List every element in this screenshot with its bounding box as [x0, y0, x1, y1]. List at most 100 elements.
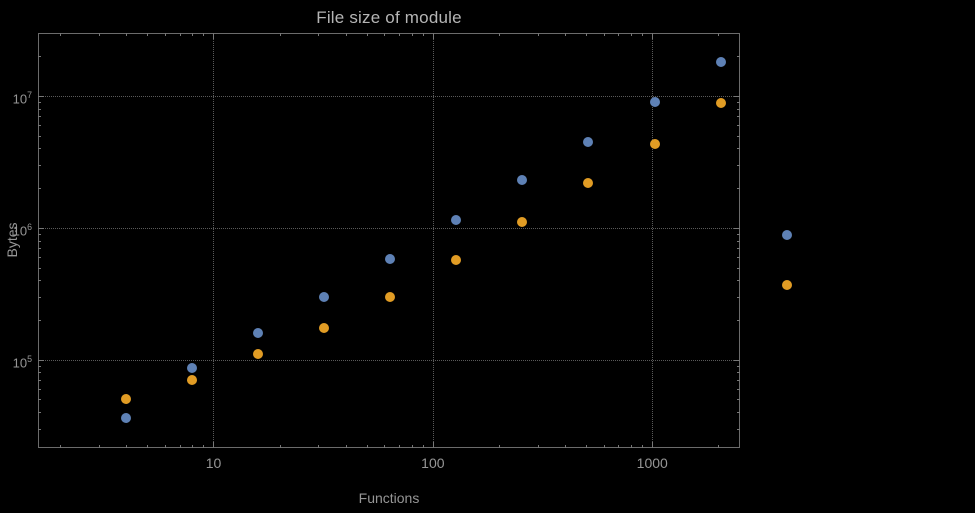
- axis-tick: [98, 445, 100, 448]
- axis-tick: [38, 135, 41, 137]
- axis-tick: [38, 372, 41, 374]
- axis-tick: [38, 280, 41, 282]
- axis-tick: [38, 412, 41, 414]
- data-point: [187, 362, 198, 373]
- gridline-vertical: [652, 33, 654, 448]
- axis-tick: [38, 227, 44, 229]
- axis-tick: [642, 33, 644, 36]
- axis-tick: [164, 33, 166, 36]
- axis-tick: [734, 95, 740, 97]
- axis-tick: [38, 257, 41, 259]
- axis-tick: [345, 445, 347, 448]
- axis-tick: [737, 412, 740, 414]
- axis-tick: [537, 445, 539, 448]
- axis-tick: [737, 257, 740, 259]
- axis-tick: [38, 267, 41, 269]
- axis-tick: [737, 280, 740, 282]
- axis-tick: [398, 445, 400, 448]
- axis-tick: [192, 445, 194, 448]
- axis-tick: [38, 56, 41, 58]
- axis-tick: [38, 296, 41, 298]
- axis-tick: [38, 164, 41, 166]
- axis-tick: [384, 33, 386, 36]
- data-point: [121, 413, 132, 424]
- axis-tick: [126, 445, 128, 448]
- axis-tick: [147, 33, 149, 36]
- axis-tick: [279, 33, 281, 36]
- axis-tick: [737, 188, 740, 190]
- gridline-horizontal: [38, 227, 740, 229]
- axis-tick: [630, 33, 632, 36]
- data-point: [517, 217, 528, 228]
- gridline-horizontal: [38, 95, 740, 97]
- axis-tick: [38, 148, 41, 150]
- x-tick-label: 1000: [636, 455, 668, 471]
- axis-tick: [38, 359, 44, 361]
- data-point: [187, 375, 198, 386]
- axis-tick: [179, 33, 181, 36]
- axis-tick: [147, 445, 149, 448]
- axis-tick: [38, 101, 41, 103]
- axis-tick: [737, 248, 740, 250]
- axis-tick: [737, 164, 740, 166]
- axis-tick: [422, 33, 424, 36]
- data-point: [517, 175, 528, 186]
- axis-tick: [586, 445, 588, 448]
- axis-tick: [737, 372, 740, 374]
- axis-tick: [737, 116, 740, 118]
- data-point: [319, 322, 330, 333]
- y-tick-label: 105: [12, 353, 32, 371]
- y-tick-label: 107: [12, 89, 32, 107]
- axis-tick: [384, 445, 386, 448]
- axis-tick: [38, 116, 41, 118]
- data-point: [649, 96, 660, 107]
- axis-tick: [411, 33, 413, 36]
- axis-tick: [398, 33, 400, 36]
- axis-tick: [60, 33, 62, 36]
- axis-tick: [737, 148, 740, 150]
- data-point: [781, 230, 792, 241]
- data-point: [253, 349, 264, 360]
- data-point: [583, 136, 594, 147]
- axis-tick: [38, 388, 41, 390]
- axis-tick: [652, 33, 654, 39]
- axis-tick: [318, 445, 320, 448]
- data-point: [385, 291, 396, 302]
- axis-tick: [603, 33, 605, 36]
- axis-tick: [366, 445, 368, 448]
- x-axis-label: Functions: [358, 490, 420, 506]
- axis-tick: [737, 125, 740, 127]
- data-point: [583, 177, 594, 188]
- axis-tick: [422, 445, 424, 448]
- axis-tick: [734, 359, 740, 361]
- gridline-vertical: [213, 33, 215, 448]
- axis-tick: [718, 445, 720, 448]
- axis-tick: [642, 445, 644, 448]
- axis-tick: [38, 233, 41, 235]
- axis-tick: [203, 445, 205, 448]
- axis-tick: [38, 240, 41, 242]
- axis-tick: [411, 445, 413, 448]
- data-point: [715, 57, 726, 68]
- axis-tick: [498, 33, 500, 36]
- axis-tick: [38, 319, 41, 321]
- axis-tick: [38, 188, 41, 190]
- axis-tick: [718, 33, 720, 36]
- axis-tick: [126, 33, 128, 36]
- axis-tick: [60, 445, 62, 448]
- axis-tick: [318, 33, 320, 36]
- data-point: [715, 98, 726, 109]
- axis-tick: [737, 267, 740, 269]
- axis-tick: [737, 135, 740, 137]
- x-tick-label: 100: [421, 455, 445, 471]
- axis-tick: [432, 33, 434, 39]
- axis-tick: [586, 33, 588, 36]
- axis-tick: [498, 445, 500, 448]
- axis-tick: [213, 33, 215, 39]
- axis-tick: [432, 442, 434, 448]
- axis-tick: [366, 33, 368, 36]
- axis-tick: [38, 365, 41, 367]
- data-point: [121, 394, 132, 405]
